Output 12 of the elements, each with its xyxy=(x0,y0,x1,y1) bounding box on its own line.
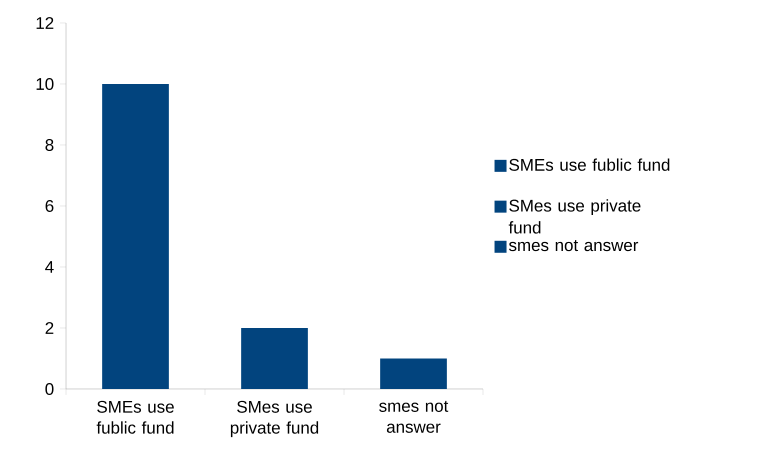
x-tick-label: smes not answer xyxy=(379,400,448,433)
y-tick-label: 0 xyxy=(45,382,54,395)
legend-label: smes not answer xyxy=(508,240,638,252)
legend-label: SMEs use fublic fund xyxy=(509,158,670,171)
x-tick-label: SMEs use fublic fund xyxy=(96,400,174,434)
y-tick-label: 6 xyxy=(46,200,54,212)
y-tick-label: 4 xyxy=(45,261,54,273)
x-tick-label: SMes use private fund xyxy=(230,400,318,438)
y-tick-label: 8 xyxy=(45,138,54,151)
y-tick-label: 2 xyxy=(46,322,54,334)
y-tick-label: 12 xyxy=(36,17,54,29)
y-tick-label: 10 xyxy=(36,78,54,90)
